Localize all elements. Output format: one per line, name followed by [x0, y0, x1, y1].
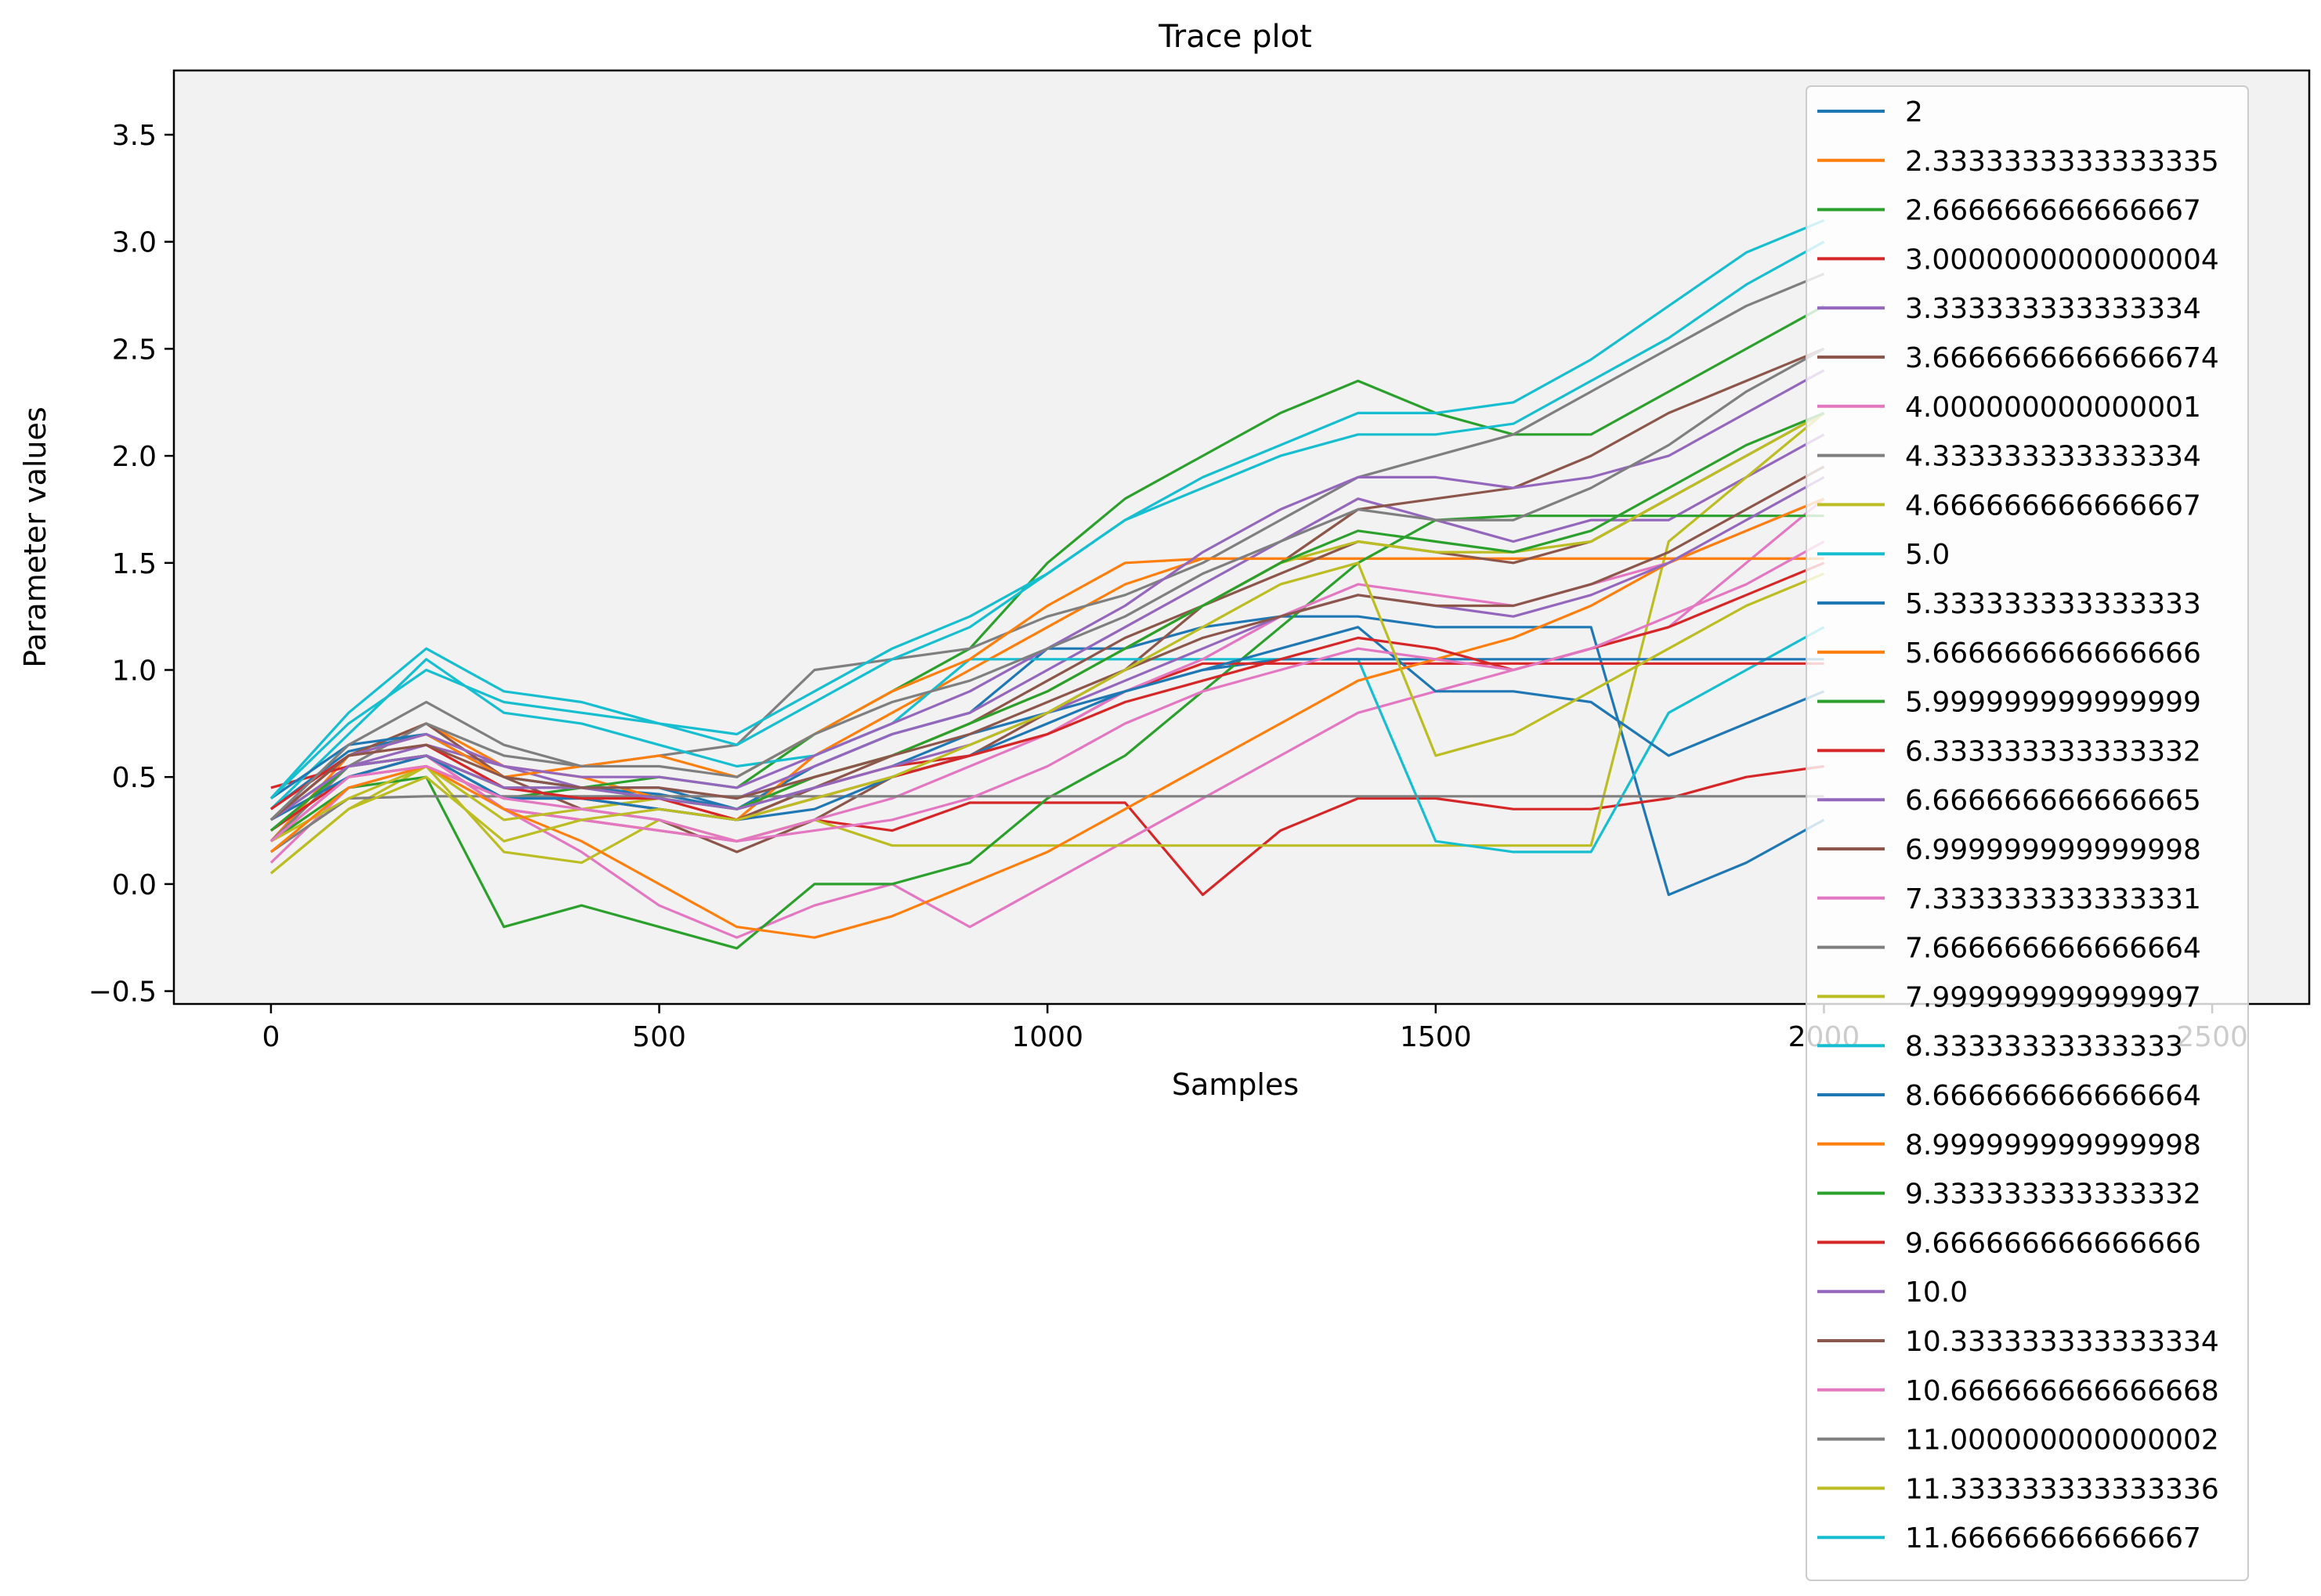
legend-label: 6.999999999999998: [1905, 834, 2201, 866]
legend-label: 4.666666666666667: [1905, 489, 2201, 522]
legend-label: 9.666666666666666: [1905, 1227, 2201, 1259]
series-line-29: [269, 240, 1825, 800]
legend-label: 3.333333333333334: [1905, 293, 2201, 325]
legend-label: 8.33333333333333: [1905, 1031, 2183, 1063]
legend-label: 10.333333333333334: [1905, 1326, 2219, 1358]
series-line-20: [270, 626, 1825, 821]
series-line-2: [269, 305, 1825, 821]
legend-label: 2: [1905, 96, 1923, 128]
y-tick-label: 2.0: [112, 441, 157, 473]
chart-title: Trace plot: [1158, 19, 1312, 55]
legend: 2 2.3333333333333335 2.666666666666667 3.00…: [1806, 85, 2249, 1581]
series-line-21: [269, 497, 1825, 939]
series-line-9: [269, 626, 1825, 854]
legend-label: 7.333333333333331: [1905, 883, 2201, 915]
series-line-27: [269, 347, 1825, 821]
series-line-12: [269, 515, 1824, 950]
legend-label: 8.999999999999998: [1905, 1129, 2201, 1161]
legend-label: 7.999999999999997: [1905, 981, 2201, 1013]
legend-label: 5.0: [1905, 539, 1950, 571]
legend-label: 10.666666666666668: [1905, 1375, 2219, 1407]
series-line-11: [269, 557, 1824, 821]
legend-label: 2.3333333333333335: [1905, 146, 2219, 178]
x-axis-title: Samples: [1172, 1067, 1299, 1102]
legend-label: 5.999999999999999: [1905, 687, 2201, 719]
x-tick-label: 1000: [1011, 1021, 1083, 1053]
series-line-8: [269, 412, 1825, 875]
y-tick-label: 2.5: [112, 334, 157, 366]
y-tick-label: 0.5: [112, 762, 157, 794]
x-tick-label: 500: [632, 1021, 686, 1053]
legend-label: 5.333333333333333: [1905, 588, 2201, 620]
y-tick-label: 1.5: [112, 548, 157, 580]
legend-label: 11.333333333333336: [1905, 1473, 2219, 1505]
x-tick-label: 1500: [1400, 1021, 1472, 1053]
legend-label: 7.666666666666664: [1905, 933, 2201, 965]
y-axis-title: Parameter values: [18, 406, 52, 667]
legend-label: 8.666666666666664: [1905, 1080, 2201, 1112]
series-line-28: [269, 561, 1825, 875]
legend-box: [1806, 85, 2249, 1581]
plot-frame: [172, 69, 2311, 1006]
legend-label: 6.333333333333332: [1905, 735, 2201, 767]
legend-label: 4.333333333333334: [1905, 441, 2201, 473]
legend-label: 5.666666666666666: [1905, 637, 2201, 670]
x-tick-label: 0: [262, 1021, 280, 1053]
legend-label: 9.333333333333332: [1905, 1179, 2201, 1211]
legend-label: 11.66666666666667: [1905, 1522, 2201, 1554]
legend-label: 10.0: [1905, 1276, 1968, 1309]
series-line-7: [269, 273, 1825, 843]
y-axis: −0.5 0.0 0.5 1.0 1.5 2.0 2.5 3.0 3.5: [89, 120, 174, 1009]
legend-label: 2.666666666666667: [1905, 195, 2201, 227]
y-tick-label: 0.0: [112, 869, 157, 901]
legend-label: 4.000000000000001: [1905, 392, 2201, 424]
legend-label: 6.666666666666665: [1905, 785, 2201, 817]
series-layer: [269, 218, 1825, 950]
legend-label: 11.000000000000002: [1905, 1424, 2219, 1457]
y-tick-label: 3.5: [112, 120, 157, 152]
y-tick-label: 3.0: [112, 227, 157, 259]
legend-label: 3.6666666666666674: [1905, 342, 2219, 374]
legend-label: 3.0000000000000004: [1905, 244, 2219, 276]
y-tick-label: 1.0: [112, 655, 157, 688]
series-line-25: [269, 465, 1825, 821]
y-tick-label: −0.5: [89, 977, 157, 1009]
series-line-26: [269, 540, 1825, 843]
series-line-17: [269, 795, 1824, 854]
